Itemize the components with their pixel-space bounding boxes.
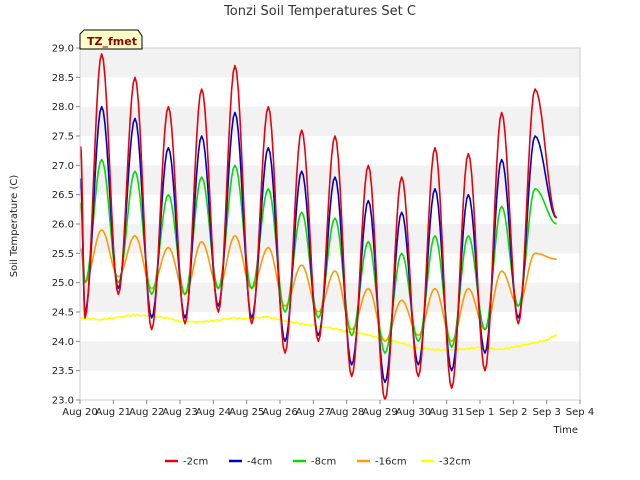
grid-band xyxy=(80,77,580,107)
grid-band xyxy=(80,106,580,136)
grid-band xyxy=(80,282,580,312)
grid-bands xyxy=(80,48,580,400)
y-tick-label: 27.5 xyxy=(52,132,74,143)
y-tick-label: 27.0 xyxy=(52,161,74,172)
x-tick-label: Aug 23 xyxy=(162,407,197,418)
y-tick-label: 24.0 xyxy=(52,337,74,348)
series-line-2cm xyxy=(80,53,558,400)
grid-band xyxy=(80,370,580,400)
x-tick-label: Aug 29 xyxy=(362,407,397,418)
x-tick-label: Sep 2 xyxy=(499,407,527,418)
y-tick-label: 23.5 xyxy=(52,366,74,377)
series-layer xyxy=(80,53,558,400)
y-tick-label: 26.0 xyxy=(52,220,74,231)
x-tick-label: Aug 31 xyxy=(429,407,464,418)
grid-band xyxy=(80,48,580,78)
x-tick-label: Aug 21 xyxy=(96,407,131,418)
y-tick-label: 28.5 xyxy=(52,73,74,84)
x-tick-label: Aug 26 xyxy=(262,407,297,418)
legend-label: -8cm xyxy=(311,457,336,468)
y-tick-label: 29.0 xyxy=(52,44,74,55)
y-tick-label: 24.5 xyxy=(52,308,74,319)
chart-title: Tonzi Soil Temperatures Set C xyxy=(223,4,416,19)
x-tick-label: Sep 4 xyxy=(566,407,594,418)
y-tick-label: 23.0 xyxy=(52,396,74,407)
y-tick-label: 26.5 xyxy=(52,190,74,201)
y-axis: 23.0 23.5 24.0 24.5 25.0 25.5 26.0 26.5 27.0 27.5… xyxy=(52,44,80,407)
y-tick-label: 25.5 xyxy=(52,249,74,260)
x-tick-label: Aug 25 xyxy=(229,407,264,418)
x-tick-label: Sep 1 xyxy=(466,407,494,418)
x-tick-label: Aug 27 xyxy=(296,407,331,418)
x-tick-label: Aug 20 xyxy=(62,407,97,418)
y-tick-label: 28.0 xyxy=(52,102,74,113)
tz-badge: TZ_fmet xyxy=(79,29,143,50)
badge-label: TZ_fmet xyxy=(87,35,137,48)
x-tick-label: Aug 24 xyxy=(196,407,231,418)
legend-label: -4cm xyxy=(247,457,272,468)
grid-band xyxy=(80,341,580,371)
legend-label: -2cm xyxy=(183,457,208,468)
x-tick-label: Aug 30 xyxy=(396,407,431,418)
y-axis-title: Soil Temperature (C) xyxy=(9,175,20,278)
legend: -2cm -4cm -8cm -16cm -32cm xyxy=(165,457,471,468)
legend-label: -32cm xyxy=(439,457,471,468)
x-tick-label: Aug 28 xyxy=(329,407,364,418)
x-tick-label: Sep 3 xyxy=(532,407,560,418)
x-axis-title: Time xyxy=(553,425,578,436)
y-tick-label: 25.0 xyxy=(52,278,74,289)
x-tick-label: Aug 22 xyxy=(129,407,164,418)
legend-label: -16cm xyxy=(375,457,407,468)
